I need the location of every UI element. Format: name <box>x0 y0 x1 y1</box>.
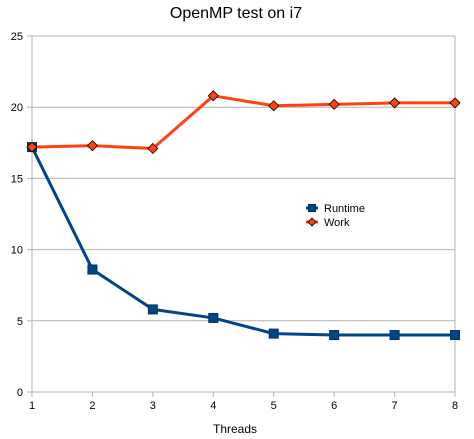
data-point-work <box>268 100 280 112</box>
data-point-work <box>86 140 98 152</box>
x-tick-label: 8 <box>452 400 458 412</box>
series-lines <box>30 94 457 337</box>
x-tick-label: 6 <box>331 400 337 412</box>
x-tick-label: 2 <box>89 400 95 412</box>
y-tick-label: 10 <box>11 245 23 257</box>
x-tick-label: 5 <box>271 400 277 412</box>
series-line-runtime <box>30 145 457 337</box>
legend-marker-runtime <box>308 204 316 212</box>
x-tick-label: 3 <box>150 400 156 412</box>
legend: Runtime Work <box>306 203 365 229</box>
x-tick-label: 1 <box>29 400 35 412</box>
tick-labels: 0 5 10 15 20 25 1 2 3 4 5 6 7 8 <box>11 31 458 412</box>
data-point-runtime <box>87 264 98 275</box>
y-tick-label: 15 <box>11 173 23 185</box>
x-axis-label: Threads <box>213 422 257 436</box>
data-point-work <box>389 97 401 109</box>
grid-lines <box>32 35 455 393</box>
data-point-runtime <box>329 330 340 341</box>
data-point-runtime <box>389 330 400 341</box>
data-point-work <box>26 141 38 153</box>
legend-marker-work <box>307 217 317 227</box>
data-point-work <box>449 97 461 109</box>
chart-title: OpenMP test on i7 <box>170 5 302 22</box>
data-point-runtime <box>268 328 279 339</box>
data-point-runtime <box>208 312 219 323</box>
data-point-work <box>207 90 219 102</box>
legend-label-runtime: Runtime <box>324 203 365 215</box>
y-tick-label: 5 <box>17 316 23 328</box>
y-tick-label: 0 <box>17 387 23 399</box>
data-point-work <box>147 142 159 155</box>
y-tick-label: 20 <box>11 102 23 114</box>
x-tick-label: 4 <box>210 400 216 412</box>
axes <box>27 35 456 397</box>
series-markers <box>26 90 461 341</box>
data-point-runtime <box>450 330 460 341</box>
series-line-work <box>30 94 457 150</box>
y-tick-label: 25 <box>11 31 23 43</box>
x-tick-label: 7 <box>392 400 398 412</box>
data-point-runtime <box>147 304 158 315</box>
legend-label-work: Work <box>324 217 350 229</box>
data-point-work <box>328 98 340 110</box>
